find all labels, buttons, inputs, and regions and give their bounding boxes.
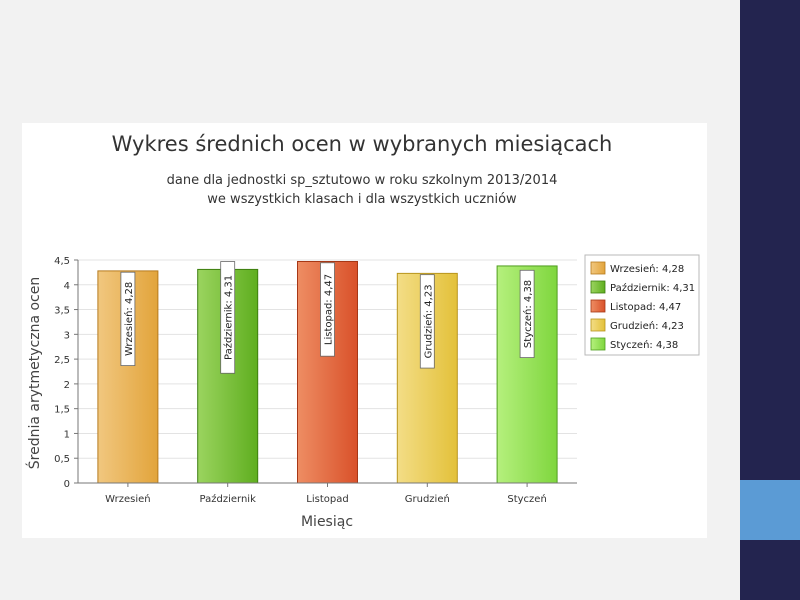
bar-value-label: Grudzień: 4,23 [419, 274, 435, 369]
x-tick-label: Październik [200, 493, 257, 505]
bar-value-label: Styczeń: 4,38 [519, 269, 535, 358]
bar-value-label: Wrzesień: 4,28 [120, 271, 136, 367]
legend-label: Listopad: 4,47 [610, 302, 681, 313]
legend-swatch [590, 280, 606, 294]
x-tick-label: Listopad [306, 494, 348, 505]
y-tick-label: 4 [64, 281, 70, 292]
y-tick-label: 3 [64, 330, 70, 341]
svg-text:Wrzesień: 4,28: Wrzesień: 4,28 [123, 282, 135, 356]
y-tick-label: 2 [64, 380, 70, 391]
side-accent-block [740, 480, 800, 540]
chart-panel: Wykres średnich ocen w wybranych miesiąc… [22, 123, 707, 538]
y-axis-label: Średnia arytmetyczna ocen [25, 277, 43, 469]
bar-value-label: Listopad: 4,47 [320, 262, 335, 357]
x-tick-label: Wrzesień [105, 493, 150, 505]
legend-label: Grudzień: 4,23 [610, 320, 684, 332]
svg-text:Październik: 4,31: Październik: 4,31 [223, 275, 235, 360]
svg-text:Grudzień: 4,23: Grudzień: 4,23 [422, 284, 434, 358]
bar-chart: Wykres średnich ocen w wybranych miesiąc… [25, 132, 700, 530]
x-axis-label: Miesiąc [301, 514, 353, 530]
svg-text:Styczeń: 4,38: Styczeń: 4,38 [522, 280, 534, 348]
svg-text:Listopad: 4,47: Listopad: 4,47 [324, 274, 335, 345]
bars: Wrzesień: 4,28 Październik: 4,31 Listopad:… [97, 260, 558, 484]
y-tick-label: 3,5 [54, 306, 70, 317]
chart-subtitle-line-2: we wszystkich klasach i dla wszystkich u… [207, 192, 517, 207]
bar-value-label: Październik: 4,31 [220, 261, 236, 374]
legend-swatch [590, 261, 606, 275]
legend: Wrzesień: 4,28 Październik: 4,31 Listopad:… [584, 254, 700, 356]
y-tick-label: 4,5 [54, 256, 70, 267]
chart-title: Wykres średnich ocen w wybranych miesiąc… [112, 132, 613, 156]
legend-swatch [590, 299, 606, 313]
legend-label: Styczeń: 4,38 [610, 339, 678, 351]
legend-label: Wrzesień: 4,28 [610, 263, 684, 275]
y-tick-label: 0 [64, 479, 70, 490]
legend-label: Październik: 4,31 [610, 282, 695, 294]
legend-swatch [590, 318, 606, 332]
y-tick-label: 0,5 [54, 454, 70, 465]
x-tick-label: Grudzień [405, 493, 450, 505]
axes: 0 0,5 1 1,5 2 2,5 3 3,5 4 4,5 Wrzesień Październik L… [54, 256, 577, 505]
y-tick-label: 1,5 [54, 405, 70, 416]
y-tick-label: 2,5 [54, 355, 70, 366]
y-tick-label: 1 [64, 429, 70, 440]
legend-swatch [590, 337, 606, 351]
chart-subtitle-line-1: dane dla jednostki sp_sztutowo w roku sz… [167, 173, 558, 188]
x-tick-label: Styczeń [507, 493, 546, 505]
